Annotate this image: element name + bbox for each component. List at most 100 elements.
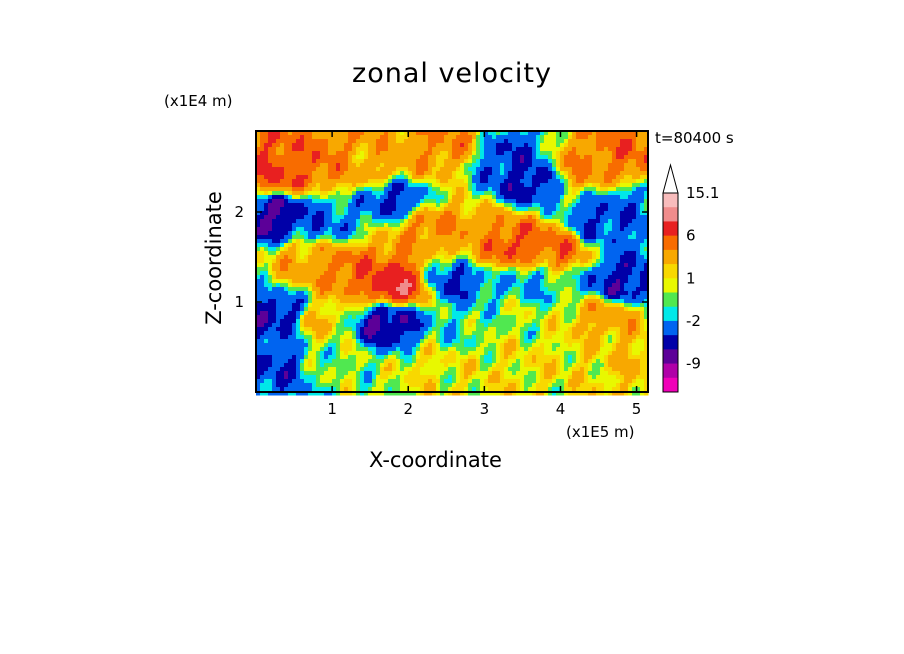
field-cell xyxy=(364,211,369,216)
field-cell xyxy=(644,291,649,296)
field-cell xyxy=(284,263,289,268)
field-cell xyxy=(596,299,601,304)
field-cell xyxy=(556,207,561,212)
field-cell xyxy=(420,319,425,324)
field-cell xyxy=(392,179,397,184)
field-cell xyxy=(492,219,497,224)
field-cell xyxy=(476,191,481,196)
field-cell xyxy=(340,295,345,300)
field-cell xyxy=(284,171,289,176)
field-cell xyxy=(508,231,513,236)
field-cell xyxy=(424,143,429,148)
field-cell xyxy=(496,135,501,140)
field-cell xyxy=(364,283,369,288)
field-cell xyxy=(628,275,633,280)
field-cell xyxy=(576,243,581,248)
field-cell xyxy=(600,327,605,332)
field-cell xyxy=(416,151,421,156)
field-cell xyxy=(304,195,309,200)
field-cell xyxy=(276,319,281,324)
field-cell xyxy=(332,191,337,196)
field-cell xyxy=(340,319,345,324)
field-cell xyxy=(520,167,525,172)
field-cell xyxy=(324,167,329,172)
field-cell xyxy=(516,159,521,164)
field-cell xyxy=(504,155,509,160)
field-cell xyxy=(476,323,481,328)
field-cell xyxy=(264,235,269,240)
field-cell xyxy=(312,271,317,276)
field-cell xyxy=(464,159,469,164)
field-cell xyxy=(260,303,265,308)
field-cell xyxy=(284,215,289,220)
field-cell xyxy=(492,227,497,232)
field-cell xyxy=(616,331,621,336)
field-cell xyxy=(436,203,441,208)
field-cell xyxy=(396,291,401,296)
field-cell xyxy=(600,251,605,256)
field-cell xyxy=(352,135,357,140)
field-cell xyxy=(416,327,421,332)
field-cell xyxy=(644,267,649,272)
field-cell xyxy=(340,263,345,268)
field-cell xyxy=(352,319,357,324)
field-cell xyxy=(368,211,373,216)
field-cell xyxy=(288,147,293,152)
field-cell xyxy=(608,203,613,208)
field-cell xyxy=(260,143,265,148)
field-cell xyxy=(540,259,545,264)
field-cell xyxy=(484,231,489,236)
field-cell xyxy=(456,323,461,328)
field-cell xyxy=(440,159,445,164)
field-cell xyxy=(296,259,301,264)
field-cell xyxy=(416,243,421,248)
field-cell xyxy=(612,167,617,172)
field-cell xyxy=(492,287,497,292)
field-cell xyxy=(312,231,317,236)
field-cell xyxy=(572,219,577,224)
field-cell xyxy=(560,139,565,144)
field-cell xyxy=(500,191,505,196)
field-cell xyxy=(512,199,517,204)
field-cell xyxy=(528,191,533,196)
field-cell xyxy=(420,279,425,284)
field-cell xyxy=(632,183,637,188)
field-cell xyxy=(396,259,401,264)
field-cell xyxy=(484,239,489,244)
field-cell xyxy=(488,247,493,252)
field-cell xyxy=(388,203,393,208)
field-cell xyxy=(508,259,513,264)
field-cell xyxy=(448,255,453,260)
field-cell xyxy=(544,327,549,332)
field-cell xyxy=(524,299,529,304)
field-cell xyxy=(504,199,509,204)
field-cell xyxy=(480,223,485,228)
field-cell xyxy=(548,275,553,280)
field-cell xyxy=(296,131,301,136)
field-cell xyxy=(476,271,481,276)
field-cell xyxy=(276,243,281,248)
field-cell xyxy=(564,223,569,228)
field-cell xyxy=(444,131,449,136)
field-cell xyxy=(400,255,405,260)
field-cell xyxy=(400,243,405,248)
field-cell xyxy=(400,303,405,308)
field-cell xyxy=(280,163,285,168)
field-cell xyxy=(576,315,581,320)
field-cell xyxy=(616,175,621,180)
field-cell xyxy=(556,271,561,276)
field-cell xyxy=(288,283,293,288)
field-cell xyxy=(552,283,557,288)
field-cell xyxy=(624,315,629,320)
field-cell xyxy=(308,259,313,264)
field-cell xyxy=(452,163,457,168)
field-cell xyxy=(640,131,645,136)
field-cell xyxy=(356,179,361,184)
field-cell xyxy=(484,159,489,164)
field-cell xyxy=(288,259,293,264)
field-cell xyxy=(316,203,321,208)
field-cell xyxy=(472,323,477,328)
field-cell xyxy=(608,299,613,304)
field-cell xyxy=(360,195,365,200)
field-cell xyxy=(632,135,637,140)
